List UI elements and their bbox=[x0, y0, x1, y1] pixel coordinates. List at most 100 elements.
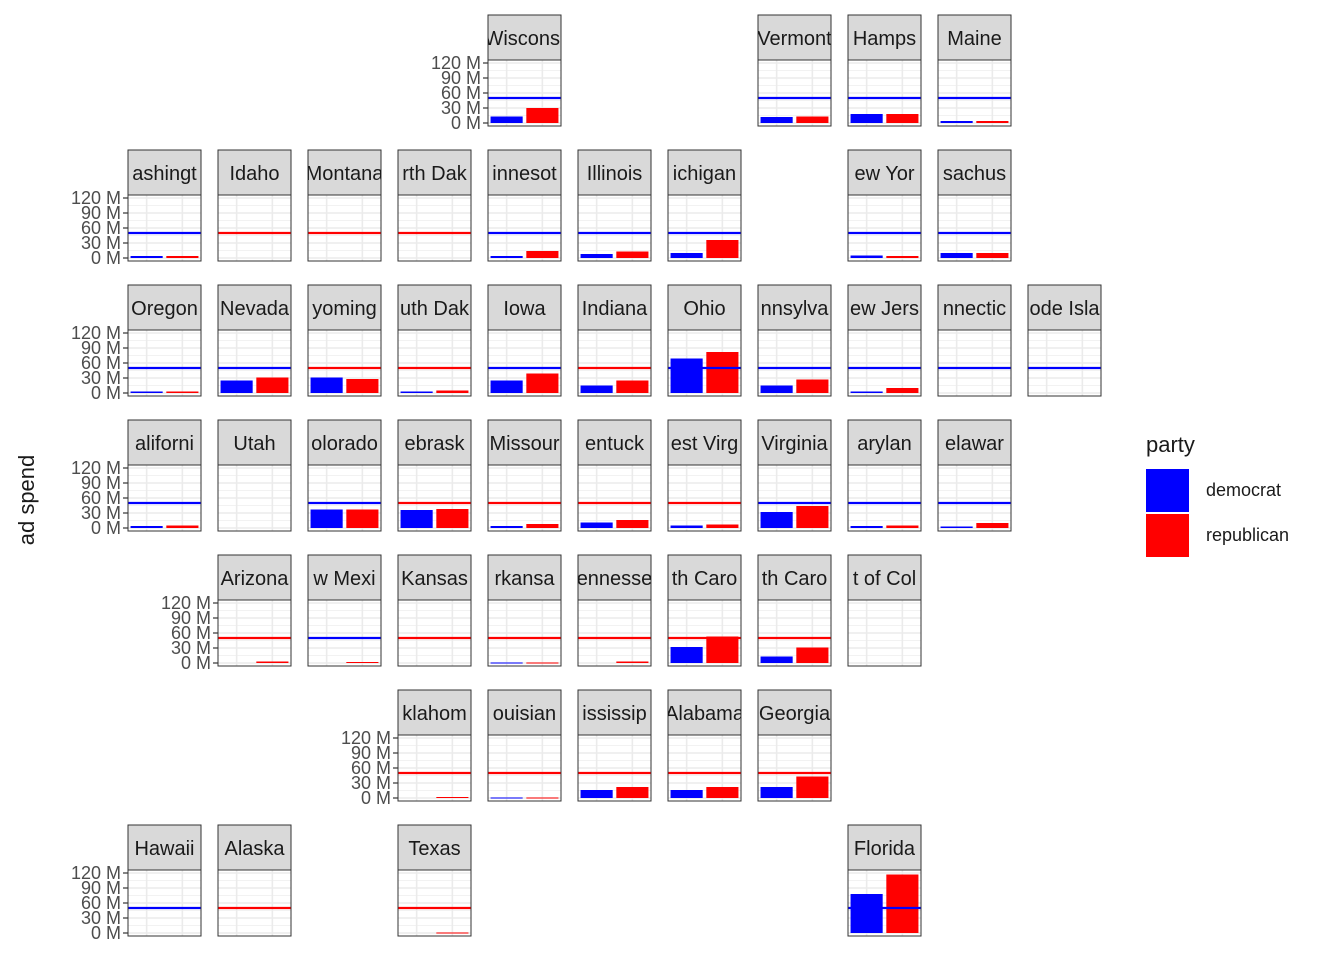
strip-label-montana: Montana bbox=[306, 163, 385, 185]
y-tick-label: 30 M bbox=[441, 98, 481, 118]
panel-north-dakota: rth Dak bbox=[397, 149, 472, 262]
panel-mississippi: ississip bbox=[577, 689, 652, 802]
bar-california-democrat bbox=[130, 526, 163, 528]
strip-label-delaware: elawar bbox=[945, 433, 1004, 455]
y-tick-label: 120 M bbox=[341, 728, 391, 748]
strip-label-california: aliforni bbox=[135, 433, 194, 455]
bar-alabama-republican bbox=[706, 787, 739, 798]
bar-indiana-democrat bbox=[580, 385, 613, 393]
panel-border-idaho bbox=[217, 194, 292, 262]
bar-new-jersey-republican bbox=[886, 388, 919, 393]
strip-label-iowa: Iowa bbox=[503, 298, 546, 320]
panel-colorado: olorado bbox=[307, 419, 382, 532]
bar-wisconsin-republican bbox=[526, 108, 559, 123]
panel-new-mexico: w Mexi bbox=[307, 554, 382, 667]
panel-hawaii: Hawaii bbox=[127, 824, 202, 937]
bar-indiana-republican bbox=[616, 380, 649, 393]
panel-nevada: Nevada bbox=[217, 284, 292, 397]
panel-iowa: Iowa bbox=[487, 284, 562, 397]
strip-label-vermont: Vermont bbox=[757, 28, 832, 50]
bar-west-virginia-republican bbox=[706, 524, 739, 528]
panel-kentucky: entuck bbox=[577, 419, 652, 532]
bar-north-carolina-republican bbox=[706, 636, 739, 663]
bar-oklahoma-republican bbox=[436, 797, 469, 798]
panel-border-michigan bbox=[667, 194, 742, 262]
bar-new-mexico-republican bbox=[346, 662, 379, 663]
bar-wyoming-republican bbox=[346, 379, 379, 393]
bar-nevada-republican bbox=[256, 377, 289, 393]
bar-texas-republican bbox=[436, 932, 469, 934]
panel-border-massachusetts bbox=[937, 194, 1012, 262]
y-tick-label: 30 M bbox=[171, 638, 211, 658]
strip-minnesota bbox=[487, 149, 562, 196]
strip-missouri bbox=[487, 419, 562, 466]
strip-label-oregon: Oregon bbox=[131, 298, 198, 320]
strip-label-wisconsin: Wisconsi bbox=[484, 28, 564, 50]
bar-massachusetts-democrat bbox=[940, 253, 973, 258]
y-tick-label: 0 M bbox=[451, 113, 481, 133]
strip-alabama bbox=[667, 689, 742, 736]
strip-label-louisiana: ouisian bbox=[493, 703, 556, 725]
bar-new-york-republican bbox=[886, 256, 919, 258]
strip-label-ohio: Ohio bbox=[683, 298, 725, 320]
legend-label-democrat: democrat bbox=[1206, 480, 1282, 500]
bar-washington-republican bbox=[166, 256, 199, 258]
panel-vermont: Vermont bbox=[757, 14, 832, 127]
bar-west-virginia-democrat bbox=[670, 525, 703, 528]
panel-border-north-dakota bbox=[397, 194, 472, 262]
y-tick-label: 90 M bbox=[81, 473, 121, 493]
bar-maryland-democrat bbox=[850, 526, 883, 528]
bar-maryland-republican bbox=[886, 525, 919, 528]
strip-new-mexico bbox=[307, 554, 382, 601]
panel-georgia: Georgia bbox=[757, 689, 832, 802]
strip-connecticut bbox=[937, 284, 1012, 331]
y-tick-label: 120 M bbox=[71, 863, 121, 883]
panel-border-delaware bbox=[937, 464, 1012, 532]
strip-label-nevada: Nevada bbox=[220, 298, 290, 320]
strip-new-hampshire bbox=[847, 14, 922, 61]
panel-tennessee: ennesse bbox=[577, 554, 652, 667]
y-tick-label: 0 M bbox=[91, 248, 121, 268]
bar-georgia-republican bbox=[796, 776, 829, 798]
bar-vermont-democrat bbox=[760, 117, 793, 123]
bar-nebraska-republican bbox=[436, 509, 469, 528]
strip-label-arkansas: rkansa bbox=[494, 568, 555, 590]
panel-border-florida bbox=[847, 869, 922, 937]
bar-iowa-republican bbox=[526, 373, 559, 393]
panel-virginia: Virginia bbox=[757, 419, 832, 532]
strip-florida bbox=[847, 824, 922, 871]
y-tick-label: 60 M bbox=[81, 218, 121, 238]
strip-label-indiana: Indiana bbox=[582, 298, 648, 320]
y-tick-label: 120 M bbox=[431, 53, 481, 73]
bar-mississippi-republican bbox=[616, 787, 649, 798]
panel-border-new-york bbox=[847, 194, 922, 262]
panel-minnesota: innesot bbox=[487, 149, 562, 262]
legend-label-republican: republican bbox=[1206, 525, 1290, 545]
panel-arkansas: rkansa bbox=[487, 554, 562, 667]
strip-label-west-virginia: est Virg bbox=[671, 433, 738, 455]
strip-label-missouri: Missour bbox=[489, 433, 559, 455]
strip-iowa bbox=[487, 284, 562, 331]
panel-louisiana: ouisian bbox=[487, 689, 562, 802]
bar-pennsylvania-republican bbox=[796, 379, 829, 393]
facet-panels: Wisconsi Vermont Hamps Maine ashingt Idaho Mon… bbox=[71, 14, 1102, 943]
panel-oklahoma: klahom bbox=[397, 689, 472, 802]
bar-florida-republican bbox=[886, 874, 919, 933]
panel-border-alaska bbox=[217, 869, 292, 937]
bar-louisiana-democrat bbox=[490, 797, 523, 799]
panel-border-louisiana bbox=[487, 734, 562, 802]
panel-border-virginia bbox=[757, 464, 832, 532]
bar-pennsylvania-democrat bbox=[760, 385, 793, 393]
bar-colorado-republican bbox=[346, 509, 379, 528]
strip-label-minnesota: innesot bbox=[492, 163, 557, 185]
panel-border-minnesota bbox=[487, 194, 562, 262]
panel-border-missouri bbox=[487, 464, 562, 532]
strip-kansas bbox=[397, 554, 472, 601]
y-tick-label: 120 M bbox=[71, 188, 121, 208]
panel-michigan: ichigan bbox=[667, 149, 742, 262]
panel-border-ohio bbox=[667, 329, 742, 397]
strip-hawaii bbox=[127, 824, 202, 871]
strip-north-carolina bbox=[667, 554, 742, 601]
bar-south-carolina-republican bbox=[796, 647, 829, 663]
